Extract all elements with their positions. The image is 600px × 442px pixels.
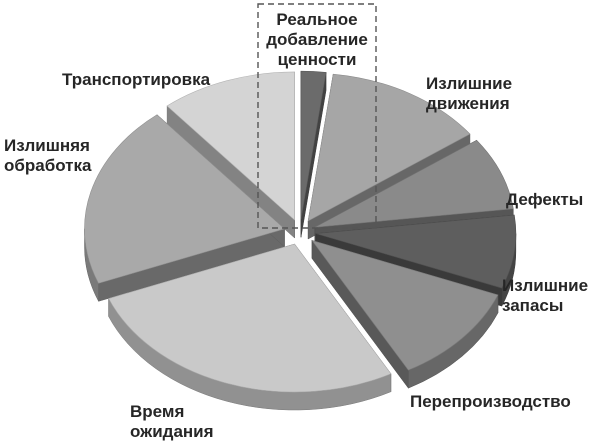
highlight-dashed-box (257, 3, 377, 229)
pie-slice-overproduction (311, 239, 499, 389)
slice-label-overprocessing: Излишняя обработка (4, 136, 92, 175)
slice-label-waiting: Время ожидания (130, 402, 214, 441)
pie-slice-top-real-value (300, 70, 327, 220)
pie-slice-top-excess-inventory (315, 214, 517, 289)
slice-label-real-value: Реальное добавление ценности (266, 10, 368, 69)
slice-label-excess-inventory: Излишние запасы (502, 276, 589, 315)
pie-slice-overprocessing (84, 114, 286, 302)
pie-slice-real-value (300, 70, 327, 238)
pie-slice-top-waiting (108, 243, 392, 393)
slice-label-transportation: Транспортировка (62, 70, 211, 89)
slice-label-defects: Дефекты (506, 190, 584, 209)
pie-slice-top-transportation (166, 71, 295, 221)
pie-slice-waiting (108, 243, 392, 411)
pie-slice-top-overproduction (311, 239, 499, 371)
slice-label-excess-motion: Излишние движения (426, 74, 513, 113)
pie-slice-top-excess-motion (307, 73, 471, 222)
pie-slice-top-overprocessing (84, 114, 286, 284)
pie-slice-defects (314, 139, 514, 246)
slice-label-overproduction: Перепроизводство (410, 392, 571, 411)
pie-slice-top-defects (314, 139, 514, 228)
pie-slice-transportation (166, 71, 295, 239)
